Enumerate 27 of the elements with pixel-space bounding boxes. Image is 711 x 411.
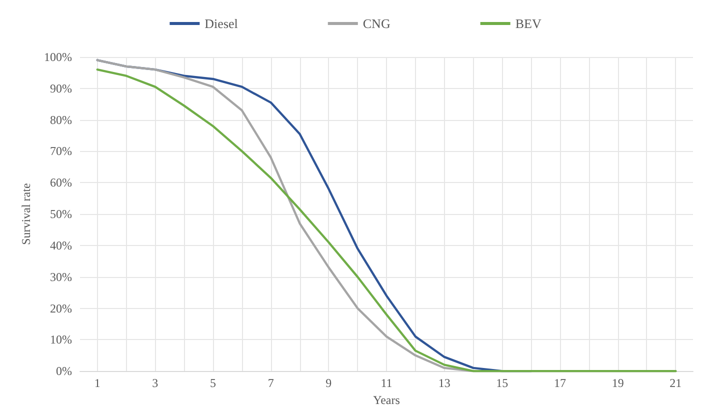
y-tick-label: 40% — [50, 238, 72, 252]
x-tick-label: 11 — [380, 376, 392, 390]
y-axis-title: Survival rate — [19, 183, 33, 245]
y-tick-label: 20% — [50, 301, 72, 316]
x-tick-label: 1 — [94, 376, 100, 390]
x-tick-label: 7 — [268, 376, 274, 390]
y-tick-label: 90% — [50, 81, 72, 96]
x-tick-label: 5 — [210, 376, 216, 390]
x-tick-label: 17 — [554, 376, 566, 390]
x-tick-label: 21 — [670, 376, 682, 390]
x-tick-label: 3 — [152, 376, 158, 390]
y-tick-label: 70% — [50, 144, 72, 158]
y-tick-label: 0% — [56, 364, 72, 378]
x-tick-label: 9 — [326, 376, 332, 390]
y-tick-label: 30% — [50, 270, 72, 284]
y-tick-label: 100% — [44, 50, 72, 64]
legend-label: CNG — [362, 16, 390, 31]
x-axis-title: Years — [373, 393, 400, 407]
y-tick-label: 80% — [50, 112, 72, 127]
legend-label: BEV — [515, 16, 542, 31]
y-tick-label: 60% — [50, 176, 72, 190]
x-tick-label: 13 — [438, 376, 450, 390]
legend-label: Diesel — [204, 16, 238, 31]
y-tick-label: 50% — [50, 207, 72, 222]
x-tick-label: 15 — [496, 376, 508, 390]
x-tick-label: 19 — [612, 376, 624, 390]
y-tick-label: 10% — [50, 332, 72, 347]
